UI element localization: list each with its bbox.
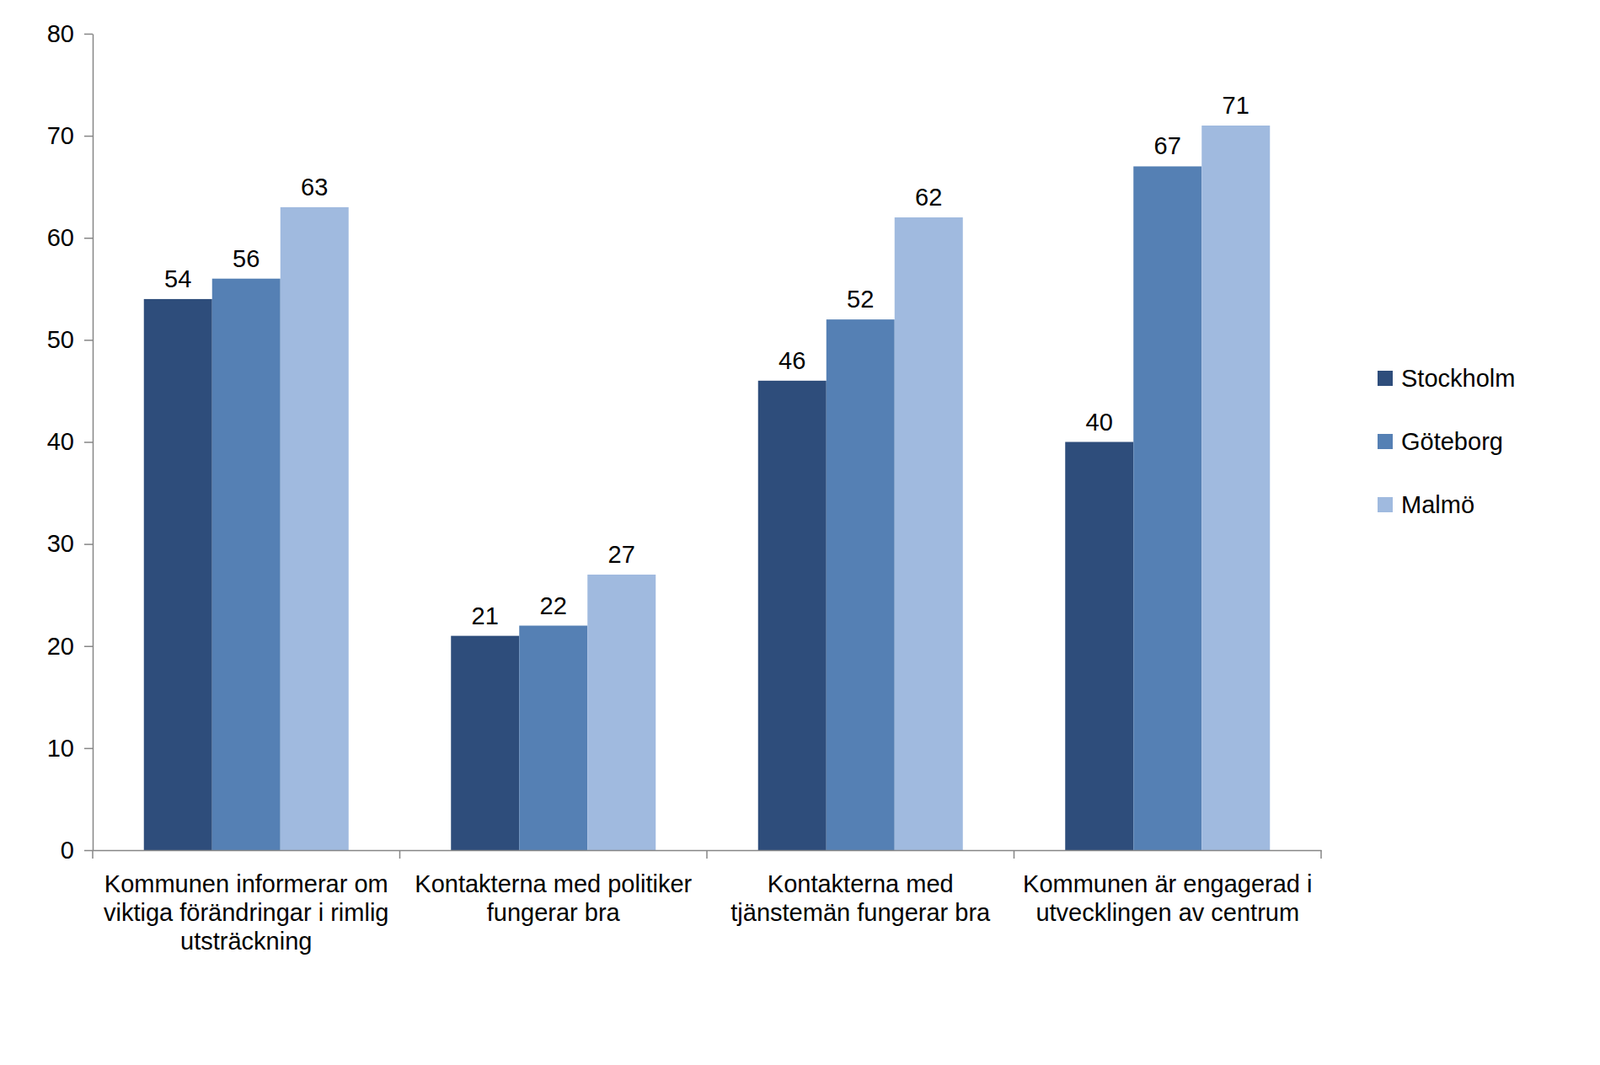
y-tick-mark: [84, 237, 93, 240]
legend-label: Stockholm: [1401, 364, 1515, 392]
chart: 54 21 46 40 56 22 52 67 63 27 62 71 0 10 20 30 40 50 60 70 8…: [0, 0, 1600, 1065]
x-axis: Kommunen informerar omviktiga förändring…: [92, 850, 1322, 955]
y-tick: 30: [47, 529, 93, 557]
bar: [1201, 125, 1270, 851]
x-tick-label: Kontakterna medtjänstemän fungerar bra: [730, 870, 991, 926]
y-tick-mark: [84, 543, 93, 546]
bar: [450, 636, 520, 851]
data-label: 40: [1086, 408, 1114, 436]
y-tick-mark: [84, 135, 93, 138]
bars: [144, 125, 1271, 851]
y-tick-label: 20: [47, 632, 75, 660]
y-axis: 0 10 20 30 40 50 60 70 80: [47, 20, 94, 864]
data-label: 71: [1222, 91, 1250, 119]
x-tick: Kommunen är engagerad iutvecklingen av c…: [1022, 870, 1312, 926]
y-tick-mark: [84, 441, 93, 444]
y-tick-label: 50: [47, 326, 75, 354]
y-tick-mark: [84, 339, 93, 342]
category-separator: [1013, 850, 1016, 859]
y-tick-mark: [84, 850, 93, 852]
legend: Stockholm Göteborg Malmö: [1377, 364, 1515, 519]
y-tick: 70: [47, 122, 93, 150]
legend-swatch: [1377, 497, 1393, 513]
y-tick-label: 70: [47, 122, 75, 150]
x-tick-label: Kontakterna med politikerfungerar bra: [414, 870, 692, 926]
y-tick-label: 10: [47, 734, 75, 762]
y-tick-label: 80: [47, 20, 75, 48]
data-label: 21: [471, 602, 499, 630]
y-tick-label: 30: [47, 529, 75, 557]
y-tick: 50: [47, 326, 93, 354]
legend-label: Göteborg: [1401, 428, 1504, 455]
y-tick: 40: [47, 428, 93, 455]
legend-item: Stockholm: [1377, 364, 1515, 392]
y-tick: 60: [47, 224, 93, 252]
data-label: 62: [915, 183, 942, 211]
bar: [1064, 442, 1134, 851]
bar: [1133, 165, 1202, 851]
y-tick-label: 60: [47, 224, 75, 252]
bar: [758, 380, 827, 851]
data-label: 27: [608, 540, 636, 568]
category-separator: [706, 850, 708, 859]
data-label: 22: [540, 592, 568, 620]
y-tick: 80: [47, 20, 93, 48]
bar: [587, 574, 656, 851]
legend-item: Göteborg: [1377, 428, 1504, 455]
x-tick: Kontakterna med politikerfungerar bra: [414, 870, 692, 926]
y-tick-label: 0: [60, 836, 75, 864]
data-label: 46: [778, 347, 806, 375]
legend-swatch: [1377, 370, 1393, 386]
bar: [280, 207, 349, 851]
bar: [826, 319, 895, 851]
data-labels: 54 21 46 40 56 22 52 67 63 27 62 71: [164, 91, 1250, 630]
data-label: 63: [300, 173, 328, 201]
x-tick: Kontakterna medtjänstemän fungerar bra: [730, 870, 991, 926]
x-tick-label: Kommunen informerar omviktiga förändring…: [103, 870, 389, 955]
category-separator: [91, 850, 94, 859]
legend-item: Malmö: [1377, 491, 1475, 519]
y-tick-mark: [84, 33, 93, 36]
bar: [144, 299, 213, 851]
data-label: 54: [164, 265, 192, 293]
y-tick-label: 40: [47, 428, 75, 455]
data-label: 67: [1154, 132, 1182, 160]
data-label: 52: [846, 285, 874, 313]
x-tick: Kommunen informerar omviktiga förändring…: [103, 870, 389, 955]
bar: [894, 217, 964, 851]
y-tick: 0: [60, 836, 93, 864]
x-tick-label: Kommunen är engagerad iutvecklingen av c…: [1022, 870, 1312, 926]
category-separator: [399, 850, 402, 859]
legend-label: Malmö: [1401, 491, 1475, 519]
bar: [519, 626, 588, 851]
y-tick: 10: [47, 734, 93, 762]
plot: 54 21 46 40 56 22 52 67 63 27 62 71 0 10 20 30 40 50 60 70 8…: [47, 20, 1322, 955]
y-tick-mark: [84, 748, 93, 750]
data-label: 56: [232, 245, 260, 273]
bar: [212, 278, 281, 851]
y-tick: 20: [47, 632, 93, 660]
legend-swatch: [1377, 433, 1393, 450]
y-tick-mark: [84, 646, 93, 648]
category-separator: [1320, 850, 1322, 859]
